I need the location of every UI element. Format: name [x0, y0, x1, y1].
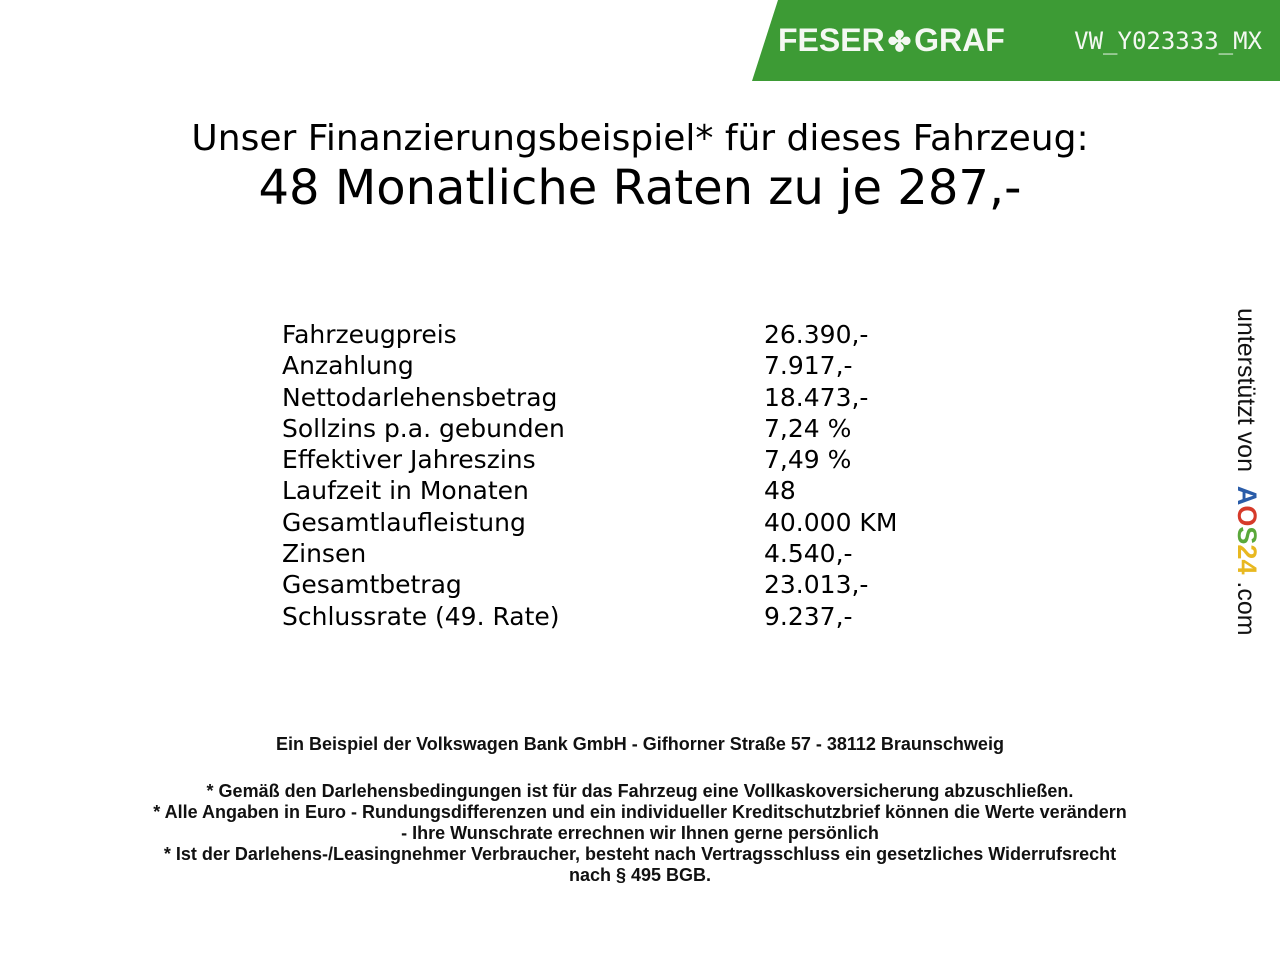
row-label: Zinsen — [282, 539, 367, 569]
side-suffix: .com — [1232, 581, 1260, 636]
logo-text-right: GRAF — [914, 22, 1005, 58]
side-text: unterstützt von — [1232, 308, 1260, 472]
aos24-credit: unterstützt von AOS24 .com — [1231, 308, 1262, 636]
row-label: Effektiver Jahreszins — [282, 445, 536, 475]
row-label: Fahrzeugpreis — [282, 320, 457, 349]
row-value: 9.237,- — [764, 601, 853, 631]
footnote-1: * Gemäß den Darlehensbedingungen ist für… — [206, 781, 1074, 801]
table-row: Nettodarlehensbetrag 18.473,- — [282, 382, 868, 414]
table-row: Anzahlung 7.917,- — [282, 351, 853, 382]
footnote-2-line-1: * Alle Angaben in Euro - Rundungsdiffere… — [153, 802, 1127, 822]
row-label: Gesamtbetrag — [282, 570, 462, 600]
row-value: 40.000 KM — [764, 507, 898, 537]
row-label: Laufzeit in Monaten — [282, 476, 529, 506]
table-row: Fahrzeugpreis 26.390,- — [282, 320, 868, 351]
row-value: 4.540,- — [764, 539, 853, 569]
row-value: 7,49 % — [764, 445, 852, 475]
row-label: Gesamtlaufleistung — [282, 507, 526, 537]
row-value: 48 — [764, 476, 796, 506]
logo-text-left: FESER — [778, 22, 885, 58]
row-label: Sollzins p.a. gebunden — [282, 413, 565, 443]
table-row: Laufzeit in Monaten 48 — [282, 476, 796, 507]
footnote-3-line-2: nach § 495 BGB. — [568, 865, 712, 885]
row-value: 26.390,- — [764, 320, 869, 349]
table-row: Effektiver Jahreszins 7,49 % — [282, 445, 851, 476]
table-row: Gesamtbetrag 23.013,- — [282, 570, 868, 601]
row-value: 18.473,- — [764, 382, 869, 412]
row-label: Nettodarlehensbetrag — [282, 382, 558, 412]
footnote-3: * Ist der Darlehens-/Leasingnehmer Verbr… — [40, 844, 1240, 886]
table-row: Gesamtlaufleistung 40.000 KM — [282, 507, 897, 539]
footnote-3-line-1: * Ist der Darlehens-/Leasingnehmer Verbr… — [163, 844, 1117, 864]
aos24-logo: AOS24 — [1232, 485, 1262, 575]
footnote-2-line-2: - Ihre Wunschrate errechnen wir Ihnen ge… — [401, 823, 879, 843]
header-content: FESER ✤GRAF VW_Y023333_MX — [778, 0, 1262, 81]
table-row: Schlussrate (49. Rate) 9.237,- — [282, 601, 853, 633]
row-value: 7.917,- — [764, 351, 853, 381]
header-banner — [752, 0, 1280, 81]
row-value: 7,24 % — [764, 413, 852, 443]
table-row: Sollzins p.a. gebunden 7,24 % — [282, 413, 851, 445]
feser-graf-logo: FESER ✤GRAF — [778, 22, 1005, 59]
monthly-rate-headline: 48 Monatliche Raten zu je 287,- — [258, 160, 1022, 216]
footer: Ein Beispiel der Volkswagen Bank GmbH - … — [40, 734, 1240, 886]
clover-icon: ✤ — [887, 26, 912, 57]
row-label: Anzahlung — [282, 351, 414, 381]
footnote-2: * Alle Angaben in Euro - Rundungsdiffere… — [40, 802, 1240, 844]
row-label: Schlussrate (49. Rate) — [282, 601, 560, 631]
row-value: 23.013,- — [764, 570, 869, 600]
page-title: Unser Finanzierungsbeispiel* für dieses … — [191, 118, 1089, 159]
table-row: Zinsen 4.540,- — [282, 539, 853, 570]
bank-info: Ein Beispiel der Volkswagen Bank GmbH - … — [276, 734, 1004, 754]
vehicle-code: VW_Y023333_MX — [1074, 26, 1262, 55]
finance-table: Fahrzeugpreis 26.390,- Anzahlung 7.917,- Net… — [282, 320, 897, 633]
